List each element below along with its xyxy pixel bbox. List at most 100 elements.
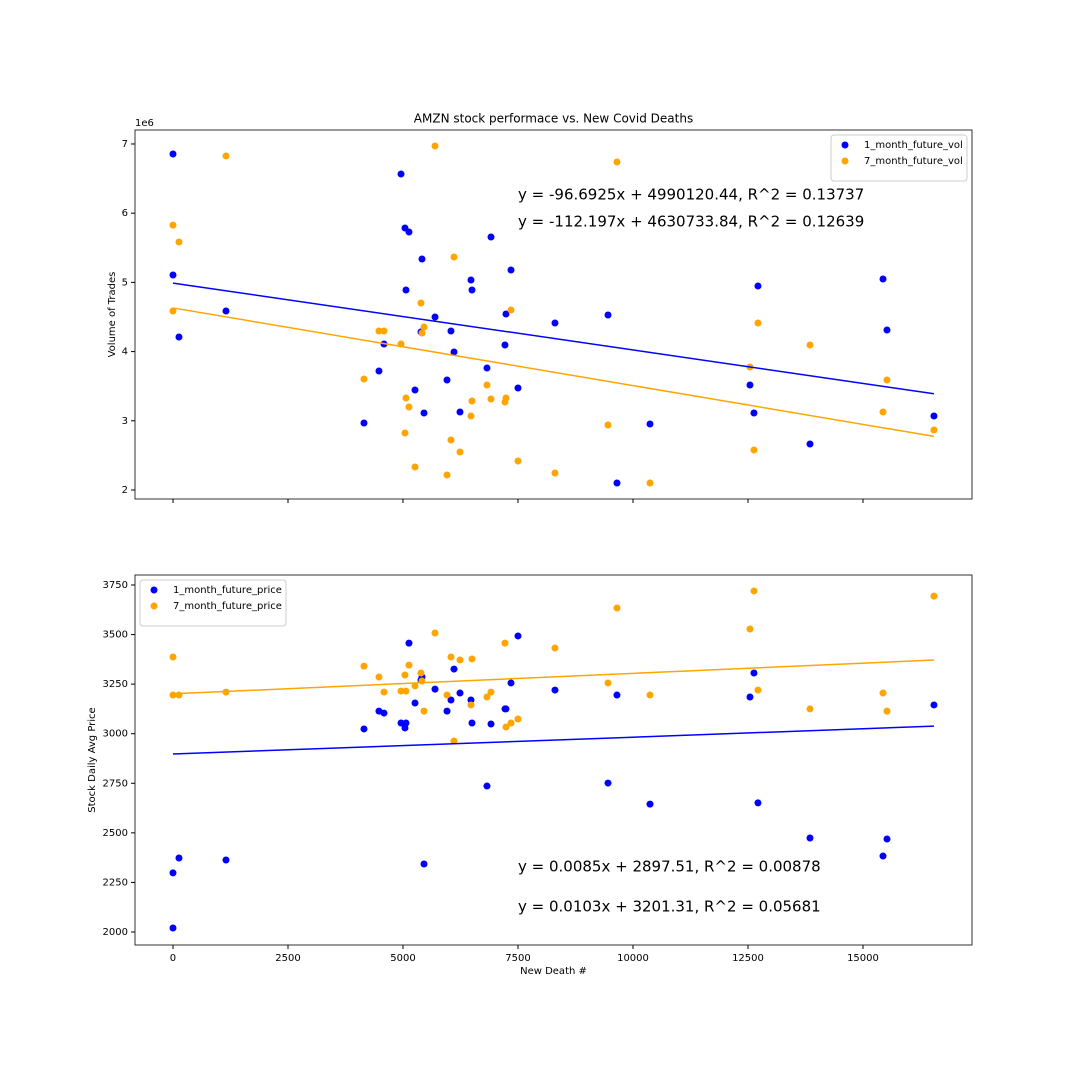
point [501, 341, 509, 349]
point [514, 384, 522, 392]
point [883, 376, 891, 384]
point [551, 644, 559, 652]
point [405, 403, 413, 411]
point [501, 639, 509, 647]
point [443, 707, 451, 715]
point [502, 723, 510, 731]
equation-annotation: y = -96.6925x + 4990120.44, R^2 = 0.1373… [518, 186, 864, 204]
point [447, 436, 455, 444]
point [483, 364, 491, 372]
point [447, 327, 455, 335]
plot-area [134, 129, 973, 500]
legend-box [830, 134, 968, 182]
point [483, 693, 491, 701]
y-tick-label: 2750 [103, 778, 128, 789]
y-tick-label: 2250 [103, 877, 128, 888]
point [604, 421, 612, 429]
legend-marker [841, 157, 849, 165]
point [467, 701, 475, 709]
point [551, 319, 559, 327]
point [169, 691, 177, 699]
point [468, 655, 476, 663]
point [175, 238, 183, 246]
legend-marker [150, 586, 158, 594]
equation-annotation: y = 0.0103x + 3201.31, R^2 = 0.05681 [518, 898, 821, 916]
point [450, 665, 458, 673]
y-tick-label: 3250 [103, 679, 128, 690]
point [405, 228, 413, 236]
point [450, 253, 458, 261]
chart-title: AMZN stock performace vs. New Covid Deat… [414, 112, 693, 126]
subplot: 2 3 4 5 6 7 AMZN stock performace vs. New Covi… [107, 112, 973, 503]
point [487, 233, 495, 241]
point [806, 440, 814, 448]
equation-annotation: y = -112.197x + 4630733.84, R^2 = 0.1263… [518, 213, 864, 231]
point [750, 446, 758, 454]
point [402, 719, 410, 727]
point [401, 671, 409, 679]
y-axis-label: Volume of Trades [107, 272, 118, 358]
point [360, 662, 368, 670]
legend-label: 7_month_future_vol [864, 156, 963, 167]
y-tick-label: 3 [122, 416, 128, 427]
point [883, 707, 891, 715]
point [420, 409, 428, 417]
point [467, 276, 475, 284]
point [443, 376, 451, 384]
point [507, 679, 515, 687]
point [750, 587, 758, 595]
y-tick-label: 3000 [103, 729, 128, 740]
legend-label: 1_month_future_price [173, 585, 282, 596]
trend-line [172, 659, 934, 695]
point [380, 327, 388, 335]
point [467, 696, 475, 704]
point [750, 669, 758, 677]
point [401, 429, 409, 437]
point [879, 275, 887, 283]
point [613, 479, 621, 487]
x-tick-label: 15000 [847, 953, 879, 964]
point [443, 471, 451, 479]
point [397, 170, 405, 178]
point [456, 408, 464, 416]
point [646, 420, 654, 428]
point [420, 323, 428, 331]
point [487, 688, 495, 696]
y-tick-label: 3750 [103, 580, 128, 591]
point [175, 333, 183, 341]
point [507, 719, 515, 727]
x-tick-label: 10000 [617, 953, 649, 964]
point [175, 691, 183, 699]
point [883, 835, 891, 843]
point [431, 629, 439, 637]
point [646, 479, 654, 487]
point [222, 152, 230, 160]
point [431, 685, 439, 693]
x-tick-label: 0 [170, 953, 176, 964]
point [450, 348, 458, 356]
point [405, 639, 413, 647]
point [746, 625, 754, 633]
point [397, 687, 405, 695]
point [402, 394, 410, 402]
point [417, 669, 425, 677]
point [507, 306, 515, 314]
point [930, 701, 938, 709]
point [502, 310, 510, 318]
point [420, 707, 428, 715]
legend-label: 7_month_future_price [173, 601, 282, 612]
point [431, 142, 439, 150]
point [468, 397, 476, 405]
point [411, 463, 419, 471]
point [507, 266, 515, 274]
trend-line [172, 307, 935, 438]
point [443, 691, 451, 699]
point [175, 854, 183, 862]
point [604, 679, 612, 687]
point [604, 311, 612, 319]
point [417, 299, 425, 307]
point [879, 408, 887, 416]
y-tick-label: 3500 [103, 630, 128, 641]
point [411, 386, 419, 394]
legend-box [139, 579, 287, 627]
